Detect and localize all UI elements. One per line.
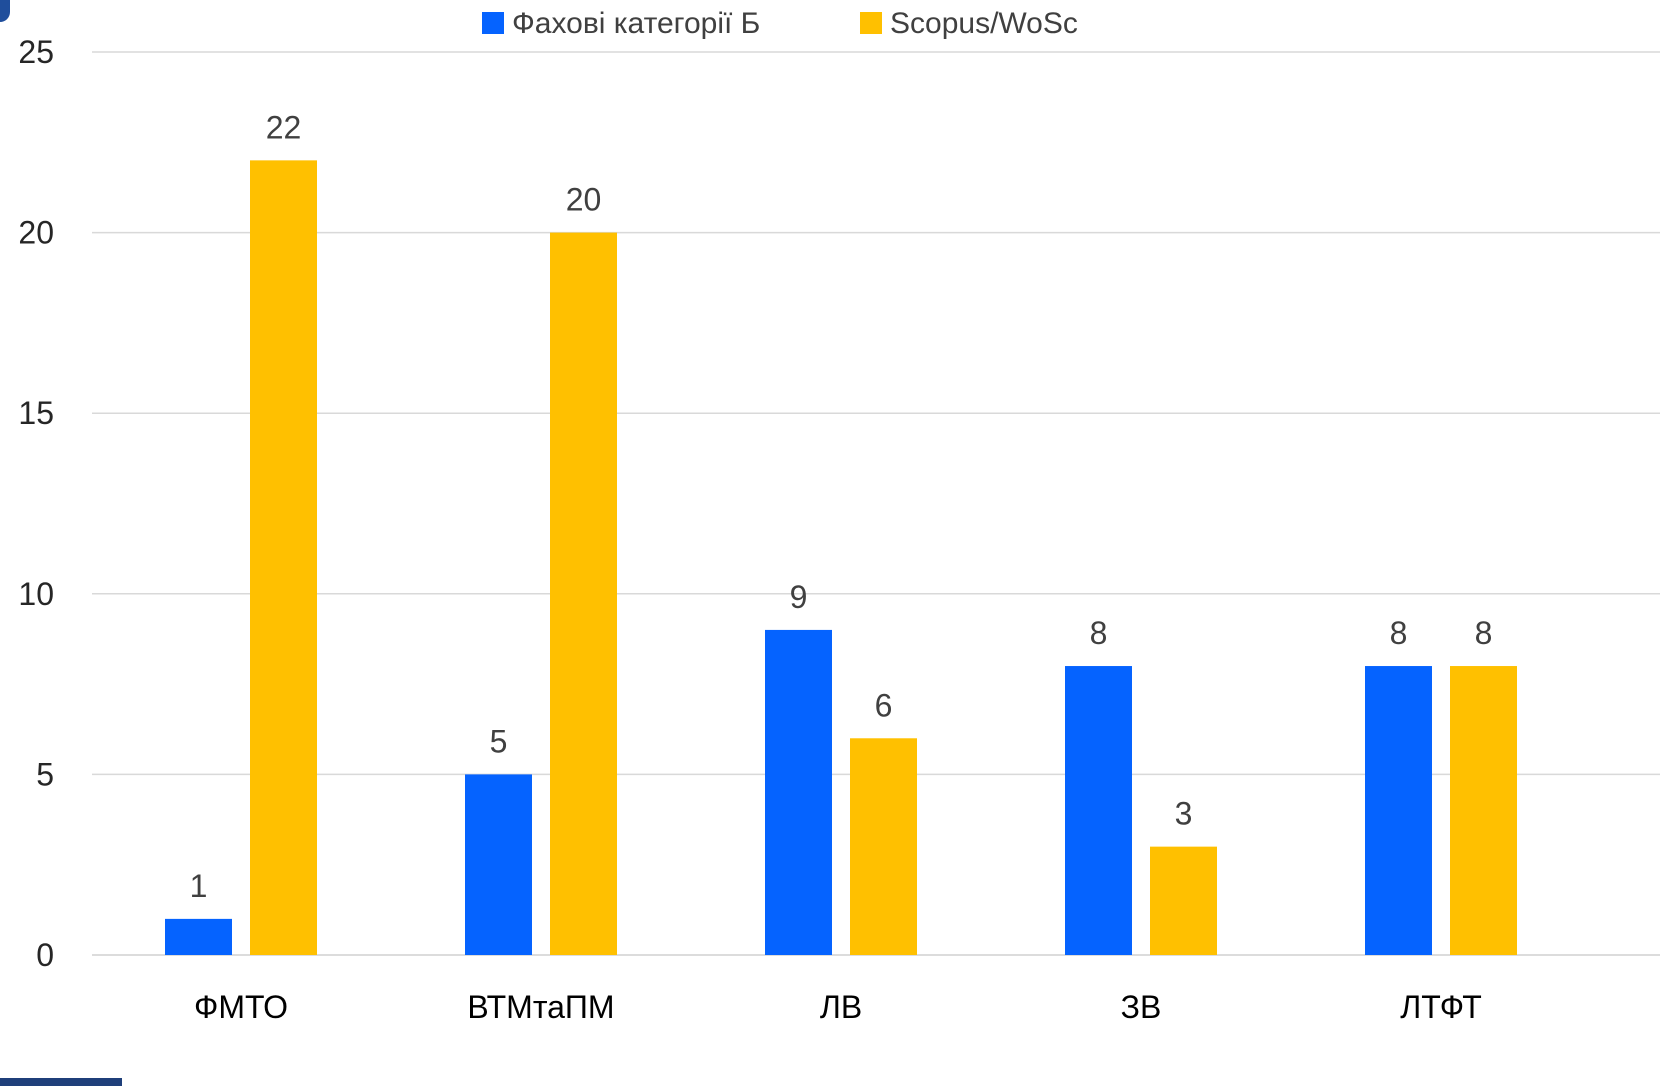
data-label: 1 [190, 868, 208, 904]
x-tick-label: ЛВ [820, 989, 862, 1025]
legend-swatch [482, 12, 504, 34]
y-tick-label: 5 [36, 756, 54, 792]
x-tick-label: ФМТО [194, 989, 288, 1025]
bar [1450, 666, 1517, 955]
y-tick-label: 0 [36, 937, 54, 973]
y-tick-label: 10 [18, 576, 54, 612]
x-tick-label: ВТМтаПМ [467, 989, 614, 1025]
data-label: 22 [266, 109, 302, 145]
x-tick-label: ЗВ [1121, 989, 1162, 1025]
bar [765, 629, 832, 955]
data-label: 6 [875, 687, 893, 723]
y-tick-label: 15 [18, 395, 54, 431]
data-label: 8 [1390, 615, 1408, 651]
x-tick-label: ЛТФТ [1400, 989, 1482, 1025]
bar [1365, 666, 1432, 955]
footer-bar-decoration [0, 1078, 122, 1086]
y-tick-label: 20 [18, 215, 54, 251]
legend-label: Scopus/WoSc [890, 7, 1078, 40]
data-label: 9 [790, 579, 808, 615]
corner-decoration [0, 0, 10, 22]
bar [165, 918, 232, 955]
bar [850, 738, 917, 955]
data-label: 8 [1475, 615, 1493, 651]
data-label: 5 [490, 723, 508, 759]
bar [1065, 666, 1132, 955]
legend-label: Фахові категорії Б [512, 7, 760, 40]
data-labels: 1 22 5 20 9 6 8 3 8 8 [190, 109, 1493, 904]
y-tick-label: 25 [18, 34, 54, 70]
x-axis-categories: ФМТО ВТМтаПМ ЛВ ЗВ ЛТФТ [194, 989, 1482, 1025]
bar [1150, 846, 1217, 955]
data-label: 8 [1090, 615, 1108, 651]
data-label: 3 [1175, 796, 1193, 832]
legend-swatch [860, 12, 882, 34]
bars [165, 160, 1517, 956]
legend: Фахові категорії Б Scopus/WoSc [482, 7, 1078, 40]
data-label: 20 [566, 182, 602, 218]
y-axis-ticks: 0 5 10 15 20 25 [18, 34, 54, 973]
bar [465, 774, 532, 955]
bar [550, 232, 617, 956]
bar [250, 160, 317, 956]
